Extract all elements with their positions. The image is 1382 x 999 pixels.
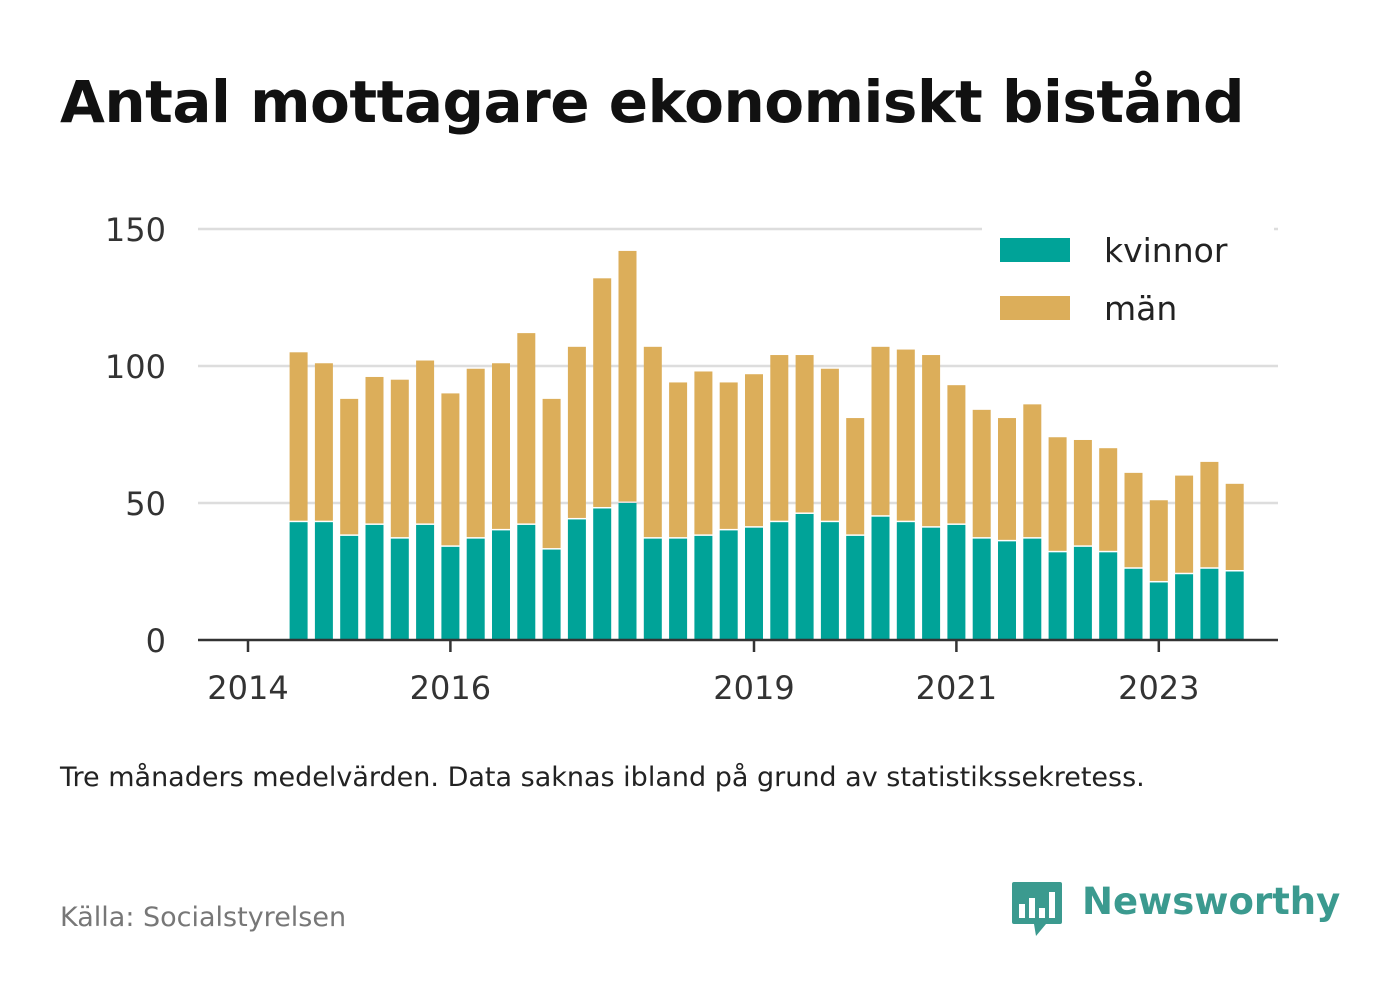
y-tick-label-150: 150	[105, 211, 166, 249]
bar-man-2015-07	[390, 379, 409, 538]
bar-kvinnor-2019-04	[770, 522, 789, 640]
bar-kvinnor-2022-01	[1048, 552, 1067, 640]
legend: kvinnor män	[982, 220, 1274, 338]
bar-man-2017-10	[618, 250, 637, 502]
bars	[289, 250, 1244, 640]
bar-kvinnor-2021-04	[972, 538, 991, 640]
bar-kvinnor-2015-10	[416, 524, 435, 640]
bar-man-2016-10	[517, 333, 536, 524]
bar-man-2021-07	[998, 418, 1016, 540]
chart-title: Antal mottagare ekonomiskt bistånd	[60, 68, 1245, 136]
x-tick-label-2023: 2023	[1118, 669, 1199, 707]
bar-kvinnor-2016-10	[517, 524, 536, 640]
bar-man-2016-01	[441, 393, 460, 546]
bar-man-2020-10	[922, 355, 941, 527]
source-credit: Källa: Socialstyrelsen	[60, 902, 347, 933]
legend-label-man: män	[1104, 289, 1177, 328]
bar-man-2018-07	[694, 371, 713, 535]
bar-kvinnor-2016-04	[466, 538, 485, 640]
bar-man-2021-04	[972, 409, 991, 538]
chart-note: Tre månaders medelvärden. Data saknas ib…	[60, 762, 1145, 793]
bar-man-2014-07	[289, 352, 308, 521]
bar-kvinnor-2016-01	[441, 546, 460, 640]
bar-man-2020-07	[896, 349, 915, 521]
bar-man-2016-07	[492, 363, 510, 529]
y-tick-label-0: 0	[146, 622, 166, 660]
bar-man-2021-01	[947, 385, 966, 524]
bar-man-2022-07	[1099, 448, 1118, 551]
bar-man-2023-07	[1200, 461, 1219, 568]
bar-man-2015-04	[365, 376, 384, 524]
bar-kvinnor-2023-04	[1175, 574, 1194, 640]
bar-man-2018-04	[669, 382, 688, 538]
bar-kvinnor-2019-01	[745, 527, 763, 640]
bar-chart: 2014 2016 2019 2021 2023 0 50 100 150 kvinnor m…	[105, 211, 1278, 707]
y-tick-label-50: 50	[125, 485, 166, 523]
bar-kvinnor-2016-07	[492, 530, 510, 640]
bar-kvinnor-2022-07	[1099, 552, 1118, 640]
legend-label-kvinnor: kvinnor	[1104, 231, 1228, 270]
bar-kvinnor-2019-10	[820, 522, 839, 640]
bar-kvinnor-2021-07	[998, 541, 1016, 640]
bar-kvinnor-2021-01	[947, 524, 966, 640]
bar-man-2022-10	[1124, 472, 1143, 568]
bar-kvinnor-2020-07	[896, 522, 915, 640]
bar-kvinnor-2018-10	[719, 530, 738, 640]
bar-kvinnor-2015-01	[340, 535, 359, 640]
bar-kvinnor-2019-07	[795, 513, 814, 640]
x-axis: 2014 2016 2019 2021 2023	[207, 640, 1200, 707]
bar-man-2021-10	[1023, 404, 1042, 538]
bar-man-2015-10	[416, 360, 435, 524]
legend-swatch-man	[1000, 296, 1070, 320]
bar-kvinnor-2014-10	[314, 522, 333, 640]
bar-man-2018-01	[643, 346, 662, 538]
bar-man-2015-01	[340, 398, 359, 535]
bar-man-2020-04	[871, 346, 890, 516]
brand-name: Newsworthy	[1082, 880, 1341, 923]
bar-kvinnor-2023-07	[1200, 568, 1219, 640]
x-tick-label-2019: 2019	[713, 669, 794, 707]
bar-man-2019-10	[820, 368, 839, 521]
bar-man-2019-07	[795, 355, 814, 513]
bar-man-2023-01	[1149, 500, 1168, 581]
bar-man-2019-01	[745, 374, 763, 527]
bar-kvinnor-2015-07	[390, 538, 409, 640]
x-tick-label-2021: 2021	[916, 669, 997, 707]
bar-kvinnor-2023-10	[1225, 571, 1244, 640]
bar-man-2023-10	[1225, 483, 1244, 570]
bar-kvinnor-2023-01	[1149, 582, 1168, 640]
bar-man-2018-10	[719, 382, 738, 529]
bar-man-2017-07	[593, 278, 612, 507]
bar-kvinnor-2022-10	[1124, 568, 1143, 640]
bar-man-2023-04	[1175, 475, 1194, 573]
bar-kvinnor-2017-04	[567, 519, 586, 640]
bar-kvinnor-2015-04	[365, 524, 384, 640]
bar-kvinnor-2022-04	[1073, 546, 1092, 640]
bar-kvinnor-2020-01	[846, 535, 865, 640]
bar-man-2022-04	[1073, 439, 1092, 546]
bar-man-2019-04	[770, 355, 789, 521]
bar-kvinnor-2014-07	[289, 522, 308, 640]
bar-man-2020-01	[846, 418, 865, 535]
bar-man-2017-04	[567, 346, 586, 518]
x-tick-label-2014: 2014	[207, 669, 288, 707]
bar-man-2016-04	[466, 368, 485, 538]
bar-man-2017-01	[542, 398, 561, 549]
bar-kvinnor-2017-01	[542, 549, 561, 640]
bar-kvinnor-2018-07	[694, 535, 713, 640]
bar-kvinnor-2021-10	[1023, 538, 1042, 640]
y-axis: 0 50 100 150	[105, 211, 166, 660]
bar-man-2014-10	[314, 363, 333, 521]
bar-kvinnor-2018-01	[643, 538, 662, 640]
legend-swatch-kvinnor	[1000, 238, 1070, 262]
bar-man-2022-01	[1048, 437, 1067, 551]
bar-kvinnor-2018-04	[669, 538, 688, 640]
x-tick-label-2016: 2016	[410, 669, 491, 707]
bar-kvinnor-2020-10	[922, 527, 941, 640]
bar-kvinnor-2020-04	[871, 516, 890, 640]
y-tick-label-100: 100	[105, 348, 166, 386]
bar-kvinnor-2017-07	[593, 508, 612, 640]
bar-chart-bubble-icon	[1012, 882, 1062, 936]
bar-kvinnor-2017-10	[618, 503, 637, 640]
